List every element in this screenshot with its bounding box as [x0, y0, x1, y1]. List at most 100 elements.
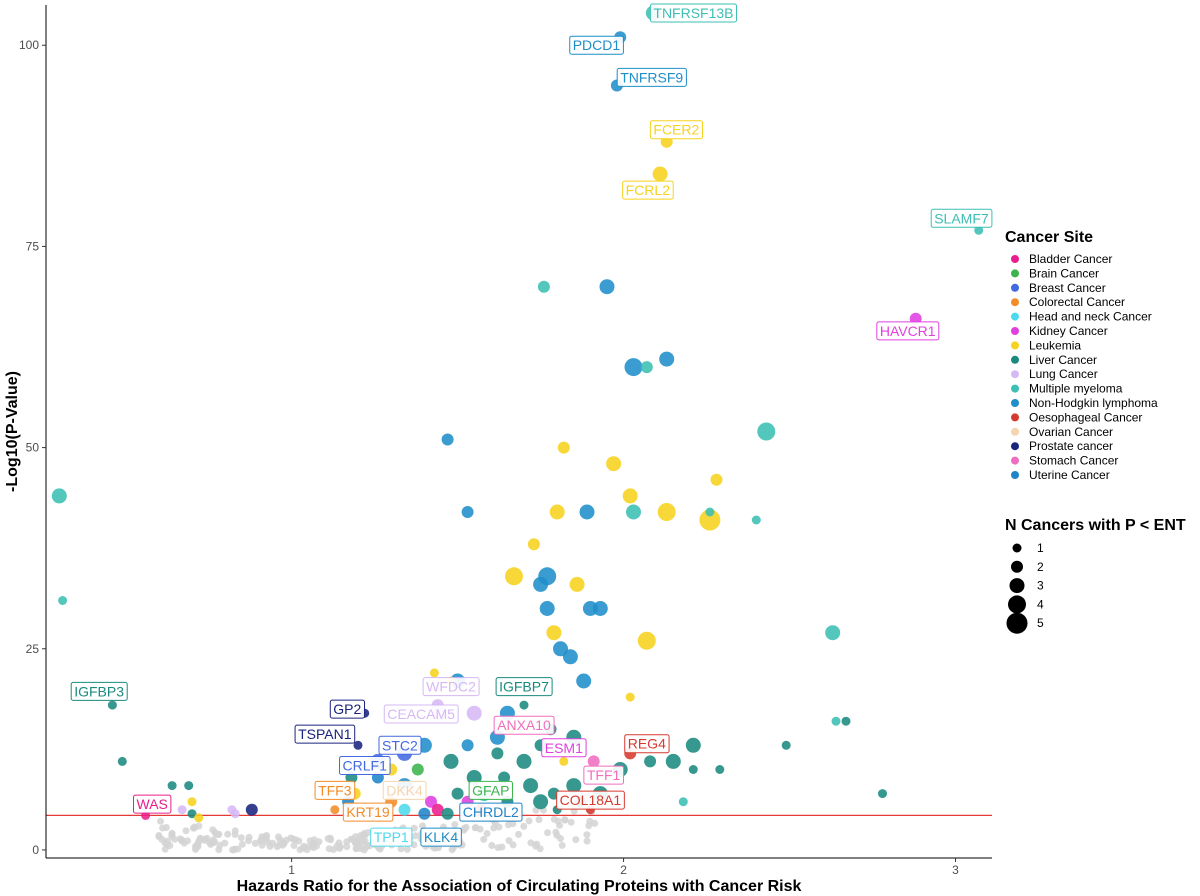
data-point — [491, 747, 504, 760]
gene-label-box — [370, 827, 413, 847]
legend-size-title: N Cancers with P < ENT — [1005, 517, 1186, 534]
gene-label-box — [556, 790, 625, 810]
gene-label: STC2 — [378, 735, 422, 755]
data-point — [425, 795, 437, 808]
legend-color-swatch — [1011, 399, 1019, 407]
data-point — [461, 739, 474, 752]
background-point — [535, 816, 543, 824]
data-point — [825, 625, 841, 641]
gene-label: TNFRSF13B — [649, 3, 738, 23]
legend-size-label: 4 — [1037, 597, 1044, 611]
gene-label-text: IGFBP7 — [499, 679, 549, 695]
data-point — [599, 279, 615, 295]
legend-color-swatch — [1011, 255, 1019, 263]
data-point — [637, 631, 656, 650]
data-point — [657, 503, 676, 521]
data-point — [751, 515, 761, 525]
data-point — [461, 506, 474, 518]
background-point — [333, 842, 341, 850]
gene-label: FCRL2 — [622, 180, 674, 200]
gene-label: GP2 — [329, 699, 366, 719]
data-point — [559, 756, 569, 766]
background-point — [353, 845, 361, 853]
data-point — [699, 509, 721, 531]
data-point — [781, 740, 791, 750]
data-point — [549, 504, 565, 520]
background-point — [410, 824, 418, 832]
legend-size-label: 1 — [1037, 541, 1044, 555]
data-point — [715, 765, 725, 774]
background-point — [287, 834, 295, 842]
data-point — [230, 809, 240, 819]
gene-label-text: PDCD1 — [573, 37, 621, 53]
gene-label: CRLF1 — [339, 756, 391, 775]
data-point — [245, 803, 258, 816]
legend-color-label: Prostate cancer — [1029, 439, 1113, 453]
gene-label-box — [616, 67, 687, 87]
background-point — [403, 845, 411, 853]
background-point — [168, 830, 176, 838]
gene-label-text: ESM1 — [545, 740, 583, 756]
legend-color-label: Ovarian Cancer — [1029, 425, 1113, 439]
gene-label: TSPAN1 — [294, 724, 356, 744]
legend-size-swatch — [1006, 612, 1028, 634]
background-point — [471, 824, 479, 832]
gene-label-box — [314, 780, 356, 800]
legend-color-label: Brain Cancer — [1029, 266, 1099, 280]
background-point — [327, 836, 335, 844]
gene-label: CHRDL2 — [459, 802, 523, 822]
data-point — [878, 789, 887, 799]
legend-color-label: Breast Cancer — [1029, 281, 1106, 295]
background-point — [279, 838, 287, 846]
legend-color-label: Uterine Cancer — [1029, 468, 1110, 482]
legend-color-label: Colorectal Cancer — [1029, 295, 1125, 309]
y-tick-label: 0 — [32, 843, 39, 857]
gene-label-text: GFAP — [472, 782, 509, 798]
data-point — [566, 778, 582, 794]
y-tick-label: 50 — [26, 441, 40, 455]
legend-color-swatch — [1011, 283, 1019, 292]
data-point — [527, 538, 540, 551]
gene-label: GFAP — [468, 780, 513, 800]
legend-size-label: 2 — [1037, 560, 1044, 574]
gene-label-box — [378, 735, 422, 755]
background-point — [245, 833, 253, 841]
gene-label: ANXA10 — [493, 715, 555, 735]
gene-label-box — [329, 699, 366, 719]
data-point — [678, 797, 688, 807]
gene-label-text: TNFRSF13B — [653, 5, 733, 21]
gene-label-text: STC2 — [382, 737, 418, 753]
background-point — [304, 843, 312, 851]
gene-label: PDCD1 — [569, 35, 624, 55]
background-point — [256, 837, 264, 845]
data-point — [51, 488, 67, 504]
data-point — [533, 794, 549, 810]
legend-color-label: Lung Cancer — [1029, 367, 1098, 381]
background-point — [483, 830, 491, 837]
background-point — [214, 831, 222, 839]
legend-color-swatch — [1011, 298, 1019, 307]
gene-label-text: DKK4 — [386, 782, 423, 798]
data-point — [557, 441, 570, 454]
background-point — [448, 846, 456, 854]
gene-label-box — [382, 780, 427, 800]
background-point — [155, 833, 163, 841]
data-point — [519, 700, 529, 710]
background-point — [221, 839, 229, 847]
background-point — [269, 839, 276, 847]
gene-label-box — [133, 794, 172, 814]
legend-color-swatch — [1011, 456, 1019, 465]
background-point — [162, 824, 170, 831]
data-point — [652, 166, 668, 182]
background-point — [237, 834, 245, 842]
background-point — [504, 821, 512, 829]
data-point — [626, 504, 641, 520]
background-point — [343, 843, 351, 851]
x-tick-label: 3 — [952, 863, 959, 877]
background-point — [290, 842, 298, 849]
legend-size-swatch — [1009, 578, 1025, 594]
gene-label-box — [493, 715, 555, 735]
x-tick-label: 2 — [620, 863, 627, 877]
gene-label-box — [930, 208, 993, 228]
